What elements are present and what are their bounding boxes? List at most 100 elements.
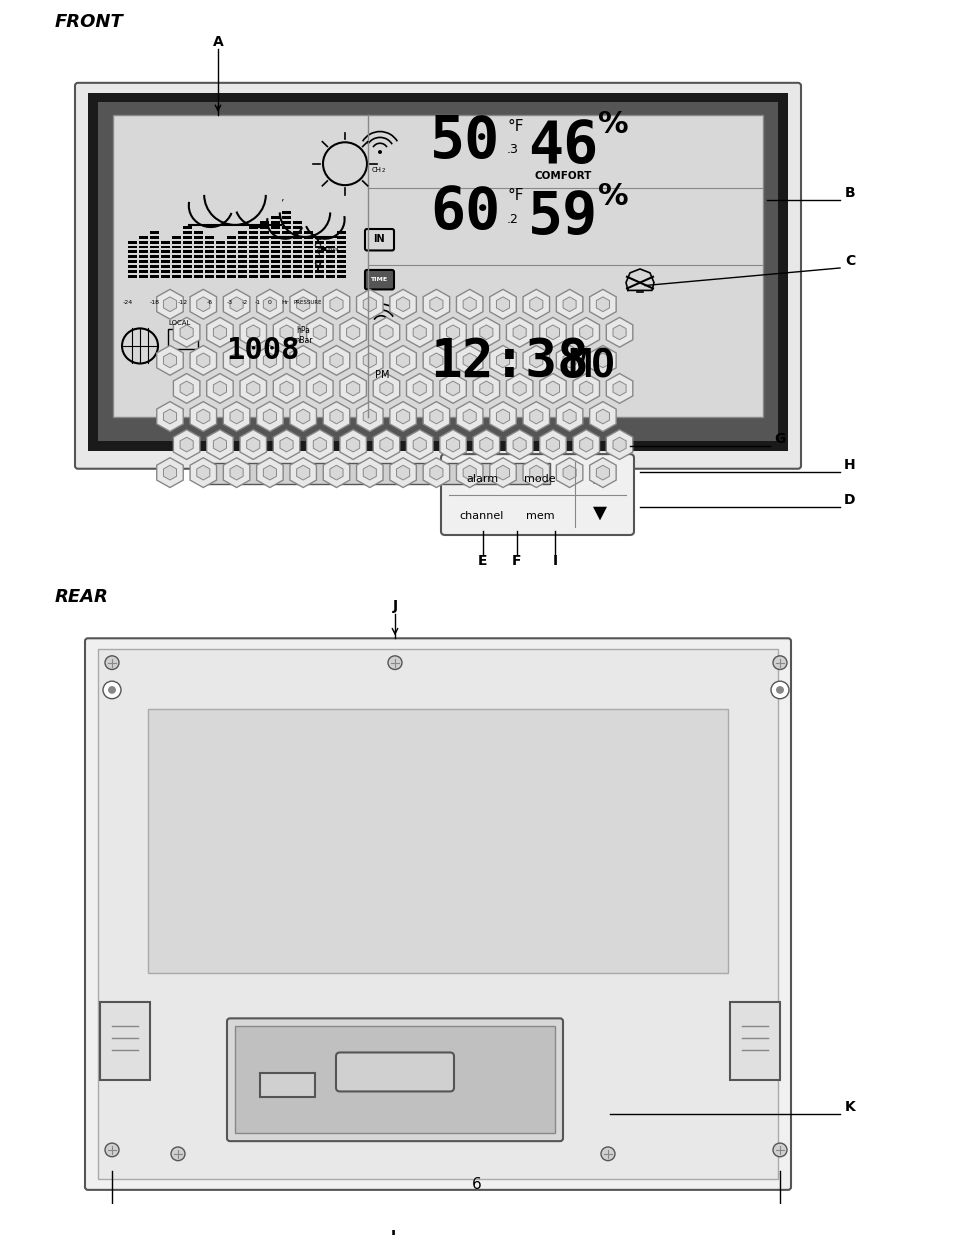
Polygon shape [180,382,193,395]
Bar [314,251,324,253]
Text: MO: MO [567,347,614,385]
Polygon shape [346,437,359,452]
Polygon shape [207,373,233,404]
Bar [282,266,291,268]
Polygon shape [330,296,343,311]
Text: -6: -6 [207,300,213,305]
Polygon shape [546,437,558,452]
Text: -12: -12 [178,300,188,305]
Text: -3: -3 [227,300,233,305]
Polygon shape [213,382,226,395]
Polygon shape [589,401,616,431]
Bar [282,231,291,233]
Polygon shape [173,317,200,347]
Polygon shape [579,437,592,452]
Polygon shape [323,289,350,319]
Polygon shape [346,382,359,395]
Bar [326,256,335,258]
Bar [237,266,247,268]
Polygon shape [263,409,276,424]
Bar [237,270,247,273]
Bar [205,251,213,253]
Bar [336,275,346,278]
Bar [336,236,346,238]
Bar [326,266,335,268]
Circle shape [189,184,233,227]
FancyBboxPatch shape [365,228,394,251]
Bar [193,266,203,268]
Bar [139,256,148,258]
Bar [215,246,225,248]
Bar [100,1002,150,1079]
Bar [260,256,269,258]
Polygon shape [556,401,582,431]
Bar [271,275,280,278]
Polygon shape [290,401,316,431]
Polygon shape [273,317,299,347]
Polygon shape [423,346,449,375]
Polygon shape [190,401,216,431]
Polygon shape [240,373,266,404]
Polygon shape [546,325,558,340]
Text: .2: .2 [506,214,518,226]
Bar [227,241,235,243]
Polygon shape [207,317,233,347]
Polygon shape [323,346,350,375]
Bar [314,261,324,263]
Polygon shape [290,289,316,319]
Bar [271,256,280,258]
Bar [172,241,181,243]
Text: D: D [843,493,855,506]
Polygon shape [313,382,326,395]
Bar [314,241,324,243]
Bar [304,256,313,258]
Text: C: C [844,254,854,268]
Text: -1: -1 [254,300,261,305]
Bar [282,275,291,278]
Circle shape [122,329,158,363]
Bar [161,266,170,268]
Bar [139,236,148,238]
Text: -2: -2 [242,300,248,305]
Bar [139,275,148,278]
Bar [304,270,313,273]
Polygon shape [522,289,549,319]
Bar [282,270,291,273]
Bar [237,261,247,263]
Polygon shape [356,289,383,319]
Polygon shape [589,289,616,319]
Polygon shape [256,289,283,319]
Bar [314,246,324,248]
Circle shape [105,1144,119,1157]
Text: A: A [213,35,223,49]
Bar [150,251,159,253]
Polygon shape [596,409,609,424]
Polygon shape [223,289,250,319]
Polygon shape [430,466,442,480]
Bar [293,251,302,253]
Polygon shape [562,353,576,368]
Bar [260,236,269,238]
Bar [293,256,302,258]
Bar [183,251,192,253]
Bar [183,236,192,238]
Polygon shape [390,346,416,375]
Bar [326,270,335,273]
Bar [205,246,213,248]
Bar [205,261,213,263]
Bar [336,246,346,248]
Polygon shape [456,401,482,431]
Bar [326,275,335,278]
Polygon shape [379,325,393,340]
Bar [161,241,170,243]
Polygon shape [373,373,399,404]
Text: 60: 60 [430,184,499,241]
Bar [267,212,342,243]
Bar [183,270,192,273]
Bar [139,261,148,263]
Bar [237,231,247,233]
Bar [128,261,137,263]
Polygon shape [296,409,310,424]
Polygon shape [280,325,293,340]
Text: 0: 0 [268,300,272,305]
